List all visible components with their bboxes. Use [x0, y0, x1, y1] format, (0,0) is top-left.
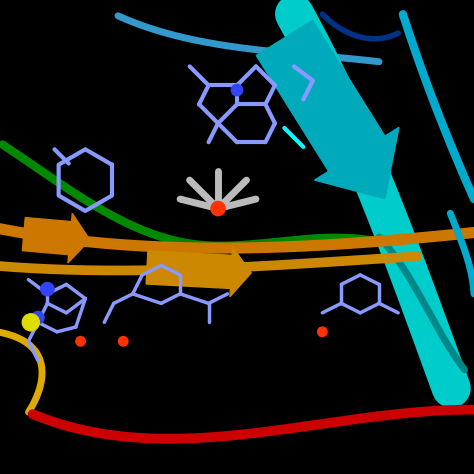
FancyArrow shape: [146, 247, 251, 297]
FancyArrow shape: [256, 20, 399, 199]
FancyArrow shape: [22, 213, 90, 263]
Circle shape: [318, 327, 327, 337]
Circle shape: [118, 337, 128, 346]
Circle shape: [76, 337, 85, 346]
Circle shape: [32, 311, 44, 324]
Circle shape: [41, 283, 54, 296]
Circle shape: [211, 201, 225, 216]
Circle shape: [22, 314, 39, 331]
Circle shape: [231, 84, 243, 96]
